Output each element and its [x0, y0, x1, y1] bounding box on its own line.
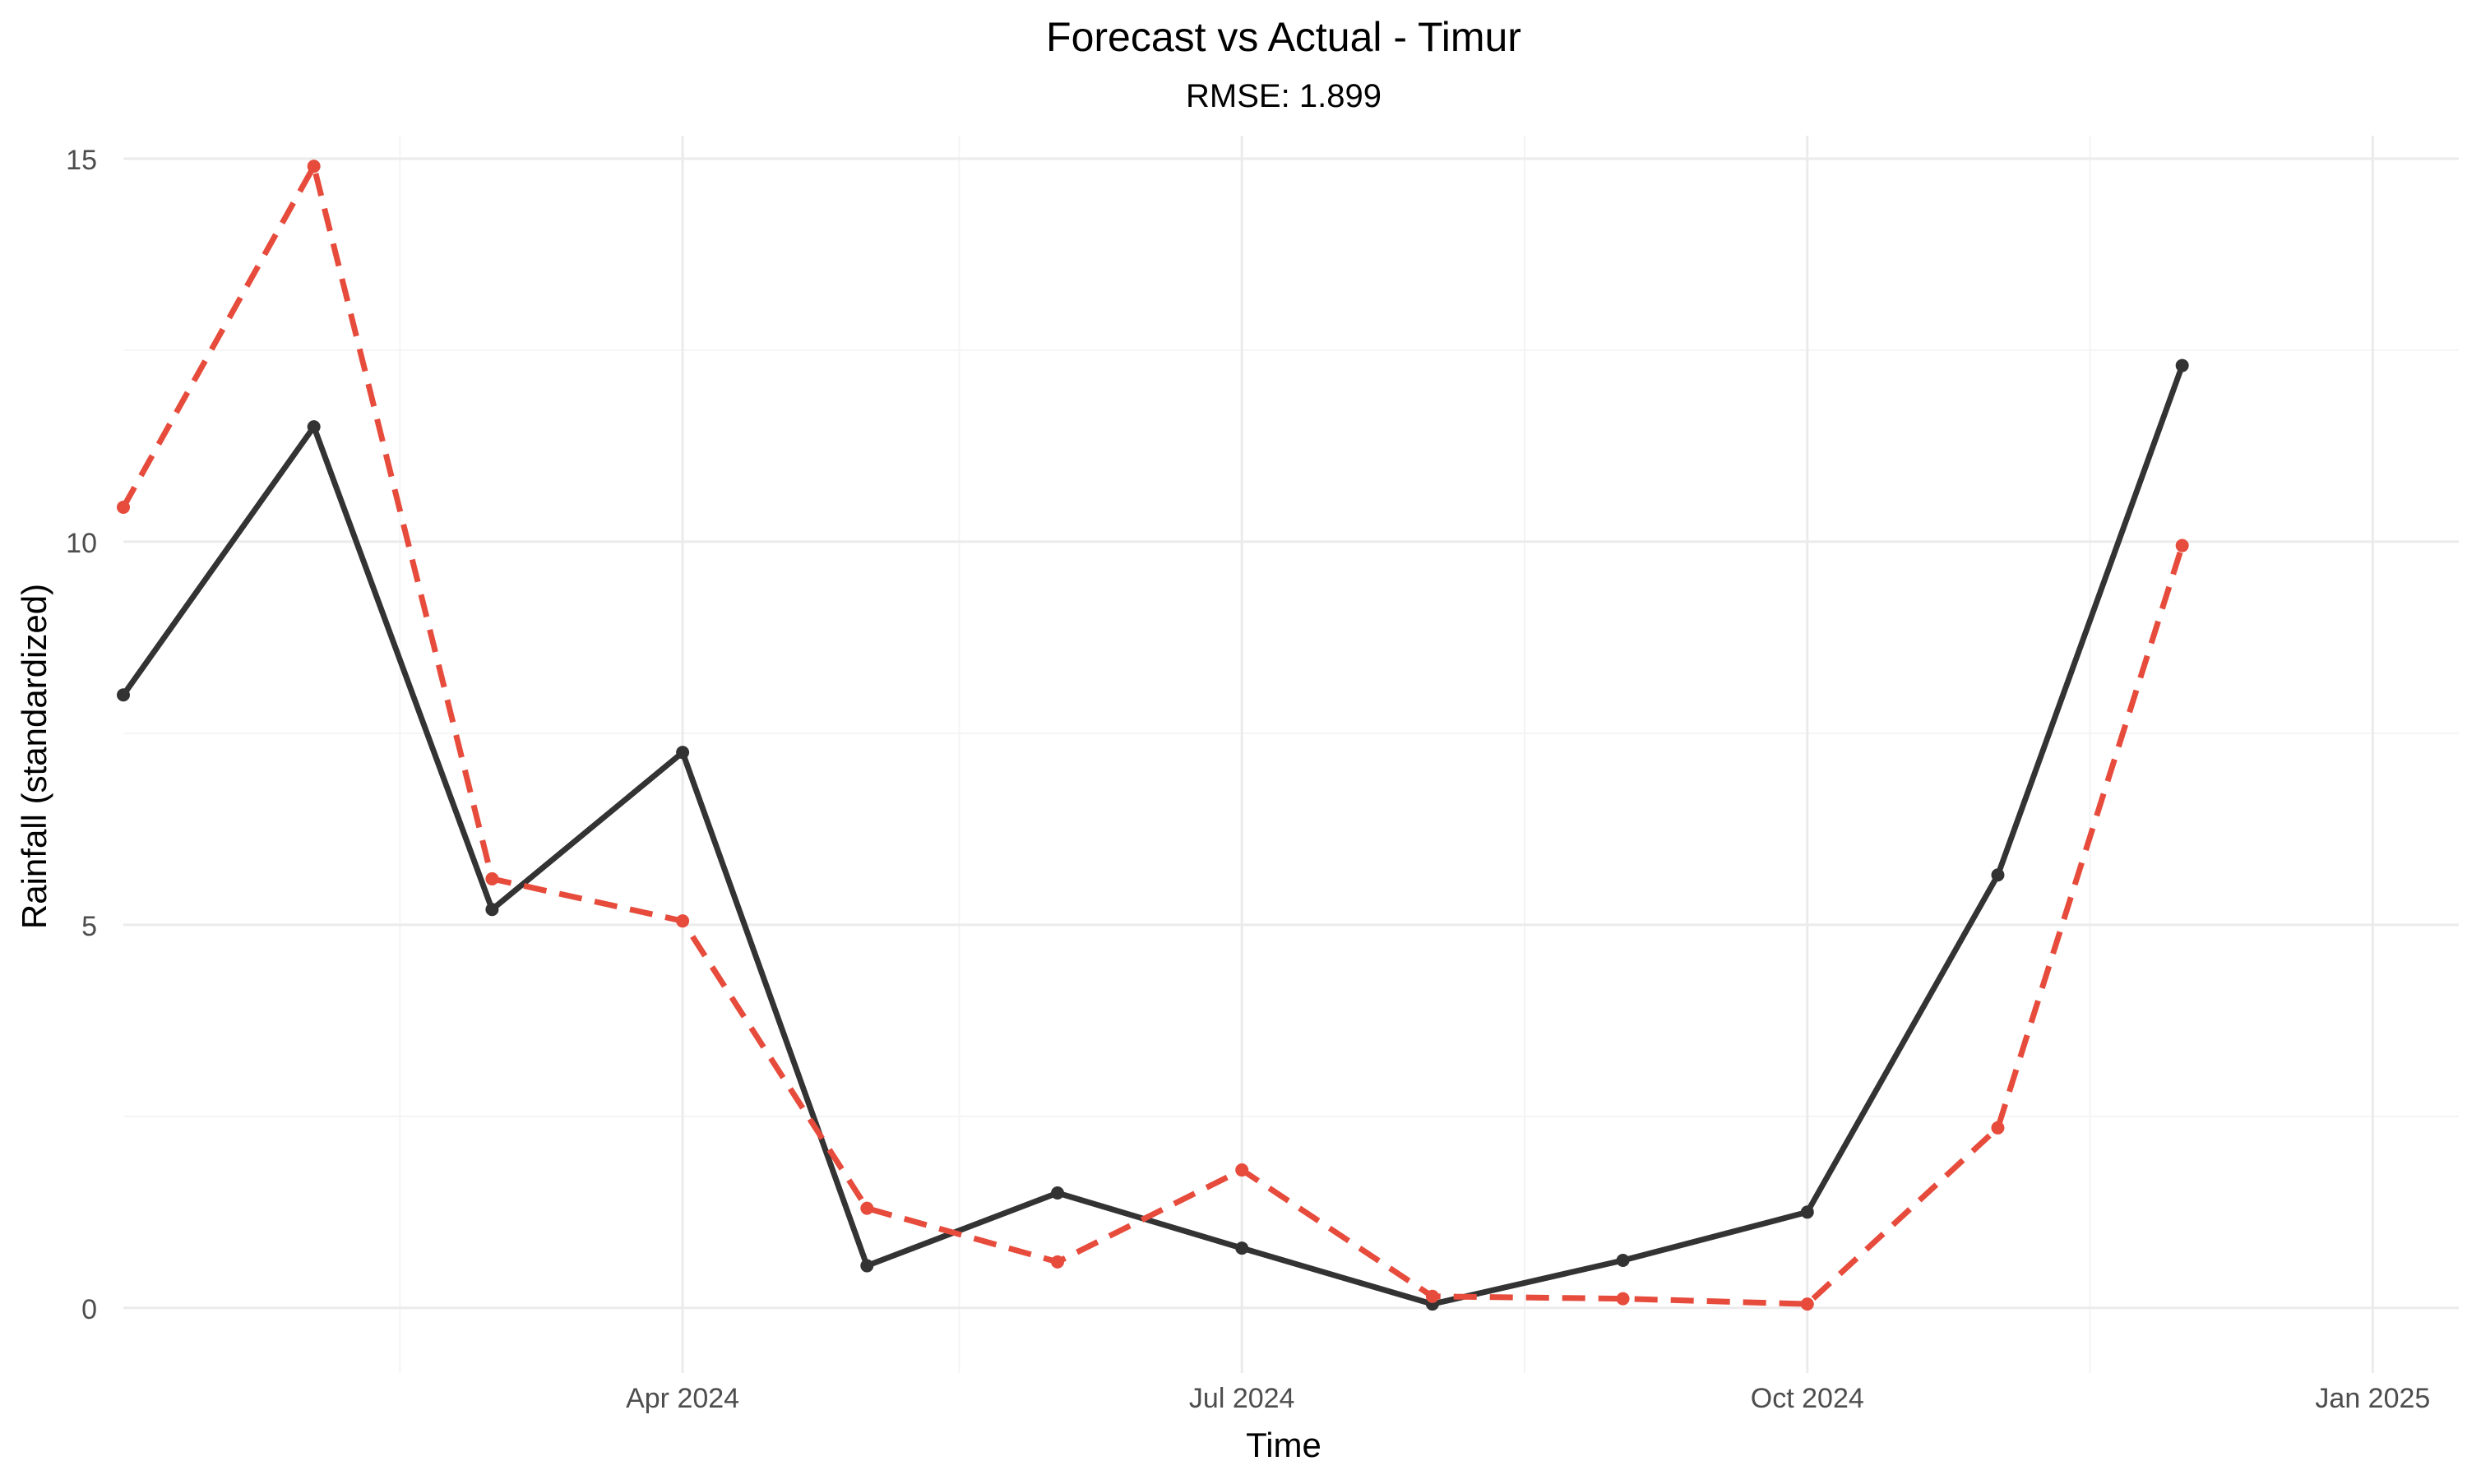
series-point-0	[676, 746, 690, 760]
series-line-1	[120, 163, 2186, 1307]
series-point-0	[860, 1259, 874, 1273]
series-line-0	[121, 364, 2185, 1307]
y-tick-label: 0	[81, 1294, 97, 1325]
series-point-0	[1616, 1254, 1630, 1268]
series-point-1	[307, 159, 321, 173]
series-point-0	[485, 903, 499, 917]
series-point-1	[117, 500, 130, 514]
x-tick-label: Apr 2024	[626, 1383, 739, 1414]
series-point-0	[1991, 868, 2005, 882]
chart-subtitle: RMSE: 1.899	[1186, 78, 1382, 114]
x-axis-ticks: Apr 2024 Jul 2024 Oct 2024 Jan 2025	[626, 1383, 2430, 1414]
series-point-0	[2175, 358, 2189, 372]
series-point-1	[1051, 1255, 1064, 1269]
series-point-1	[485, 871, 499, 885]
series-point-0	[307, 420, 321, 434]
series-point-0	[1051, 1186, 1064, 1200]
series-point-0	[1235, 1241, 1249, 1255]
series-layer	[117, 159, 2189, 1311]
chart-title: Forecast vs Actual - Timur	[1046, 14, 1521, 60]
series-point-1	[1235, 1163, 1249, 1177]
y-axis-label: Rainfall (standardized)	[15, 584, 53, 929]
x-tick-label: Oct 2024	[1751, 1383, 1864, 1414]
x-tick-label: Jan 2025	[2315, 1383, 2430, 1414]
y-tick-label: 5	[81, 911, 97, 942]
series-point-1	[1991, 1121, 2005, 1135]
x-tick-label: Jul 2024	[1189, 1383, 1295, 1414]
y-tick-label: 10	[66, 528, 97, 559]
y-axis-ticks: 0 5 10 15	[66, 145, 97, 1325]
series-point-0	[117, 688, 130, 702]
grid	[123, 136, 2459, 1373]
series-point-1	[1616, 1292, 1630, 1306]
y-tick-label: 15	[66, 145, 97, 176]
x-axis-label: Time	[1246, 1426, 1321, 1464]
series-point-0	[1800, 1205, 1814, 1219]
series-point-1	[2175, 539, 2189, 552]
series-point-1	[676, 914, 690, 928]
series-point-1	[860, 1201, 874, 1215]
series-point-1	[1425, 1289, 1439, 1303]
series-point-1	[1800, 1297, 1814, 1311]
